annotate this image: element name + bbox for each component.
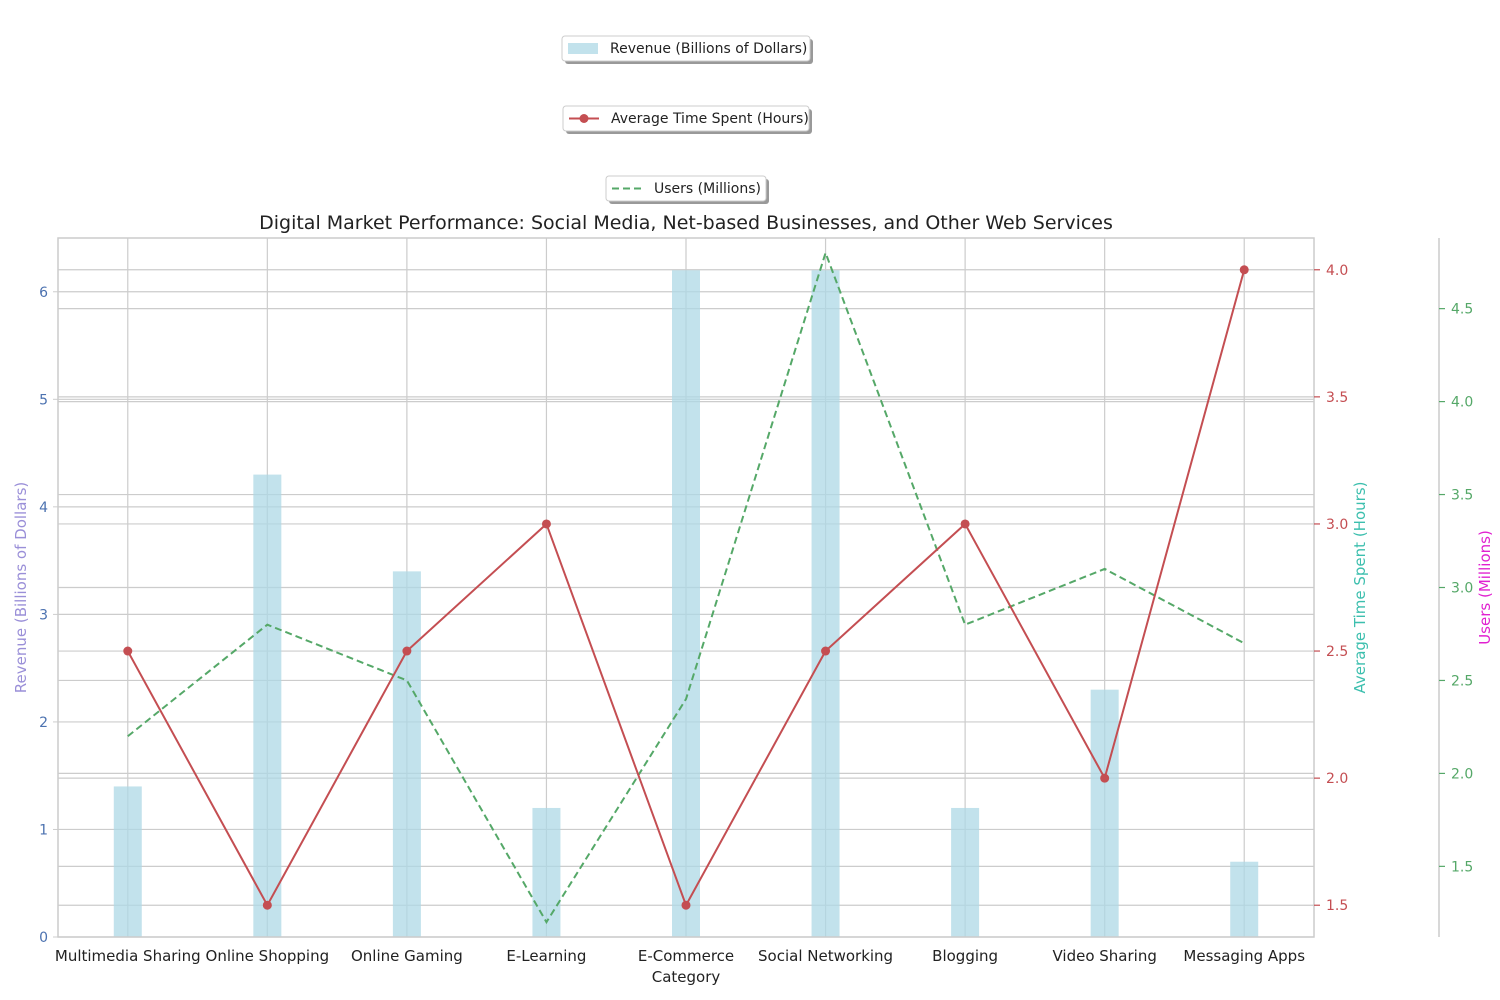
x-tick-label-7: Video Sharing bbox=[1052, 947, 1156, 965]
plot-frame bbox=[57, 237, 1315, 938]
y-right-tick-label-3: 3.0 bbox=[1326, 517, 1348, 533]
y-left-tick-label-2: 2 bbox=[39, 715, 48, 731]
axes: Multimedia Sharing Online Shopping Online … bbox=[39, 237, 1473, 965]
y-axis-right-label: Average Time Spent (Hours) bbox=[1351, 482, 1369, 694]
y-axis-far-right-label: Users (Millions) bbox=[1476, 530, 1494, 645]
y-left-tick-label-6: 6 bbox=[39, 285, 48, 301]
revenue-bar-0 bbox=[113, 786, 142, 937]
revenue-bar-7 bbox=[1090, 689, 1119, 937]
time-spent-point-7 bbox=[1100, 773, 1110, 783]
y-far-right-tick-label-3: 3.0 bbox=[1451, 581, 1473, 597]
y-right-tick-label-0: 1.5 bbox=[1326, 898, 1348, 914]
revenue-bar-2 bbox=[392, 571, 421, 937]
revenue-bar-1 bbox=[253, 474, 282, 937]
y-right-tick-label-2: 2.5 bbox=[1326, 644, 1348, 660]
y-far-right-tick-label-0: 1.5 bbox=[1451, 859, 1473, 875]
legend-marker-1 bbox=[579, 114, 589, 123]
x-tick-label-1: Online Shopping bbox=[206, 947, 330, 965]
legend: Revenue (Billions of Dollars) Average Tim… bbox=[561, 35, 813, 204]
time-spent-point-5 bbox=[821, 646, 831, 656]
legend-label-1: Average Time Spent (Hours) bbox=[611, 111, 809, 127]
y-far-right-tick-label-5: 4.0 bbox=[1451, 395, 1473, 411]
x-tick-label-5: Social Networking bbox=[758, 947, 893, 965]
x-axis-label: Category bbox=[652, 968, 721, 986]
series-lines bbox=[123, 249, 1249, 925]
chart-title: Digital Market Performance: Social Media… bbox=[259, 212, 1113, 234]
x-tick-label-4: E-Commerce bbox=[638, 947, 734, 965]
time-spent-point-6 bbox=[960, 519, 970, 529]
x-tick-label-0: Multimedia Sharing bbox=[55, 947, 201, 965]
y-far-right-tick-label-2: 2.5 bbox=[1451, 673, 1473, 689]
revenue-bars bbox=[113, 270, 1259, 937]
y-far-right-tick-label-6: 4.5 bbox=[1451, 302, 1473, 318]
time-spent-point-3 bbox=[541, 519, 551, 529]
time-spent-point-8 bbox=[1239, 265, 1249, 275]
legend-label-0: Revenue (Billions of Dollars) bbox=[610, 41, 807, 57]
y-axis-left-label: Revenue (Billions of Dollars) bbox=[12, 482, 30, 694]
y-right-tick-label-5: 4.0 bbox=[1326, 263, 1348, 279]
legend-label-2: Users (Millions) bbox=[654, 181, 761, 197]
x-tick-label-2: Online Gaming bbox=[351, 947, 463, 965]
legend-box-2 bbox=[605, 175, 767, 202]
y-left-tick-label-5: 5 bbox=[39, 392, 48, 408]
y-right-tick-label-1: 2.0 bbox=[1326, 771, 1348, 787]
x-tick-label-8: Messaging Apps bbox=[1183, 947, 1305, 965]
revenue-bar-6 bbox=[951, 807, 980, 937]
y-left-tick-label-0: 0 bbox=[39, 930, 48, 946]
legend-swatch-0 bbox=[568, 43, 598, 54]
y-right-tick-label-4: 3.5 bbox=[1326, 390, 1348, 406]
legend-box-1 bbox=[562, 105, 810, 132]
time-spent-point-4 bbox=[681, 900, 691, 910]
time-spent-point-2 bbox=[402, 646, 412, 656]
y-left-tick-label-4: 4 bbox=[39, 500, 48, 516]
revenue-bar-5 bbox=[811, 270, 840, 937]
x-tick-label-6: Blogging bbox=[932, 947, 998, 965]
legend-box-0 bbox=[561, 35, 811, 62]
time-spent-point-0 bbox=[123, 646, 133, 656]
x-tick-label-3: E-Learning bbox=[506, 947, 586, 965]
revenue-bar-4 bbox=[672, 270, 700, 937]
y-left-tick-label-3: 3 bbox=[39, 607, 48, 623]
revenue-bar-8 bbox=[1230, 861, 1259, 937]
y-far-right-tick-label-4: 3.5 bbox=[1451, 488, 1473, 504]
time-spent-point-1 bbox=[262, 900, 272, 910]
users-line bbox=[127, 249, 1245, 925]
revenue-bar-3 bbox=[532, 807, 561, 937]
y-far-right-tick-label-1: 2.0 bbox=[1451, 766, 1473, 782]
y-left-tick-label-1: 1 bbox=[39, 822, 48, 838]
